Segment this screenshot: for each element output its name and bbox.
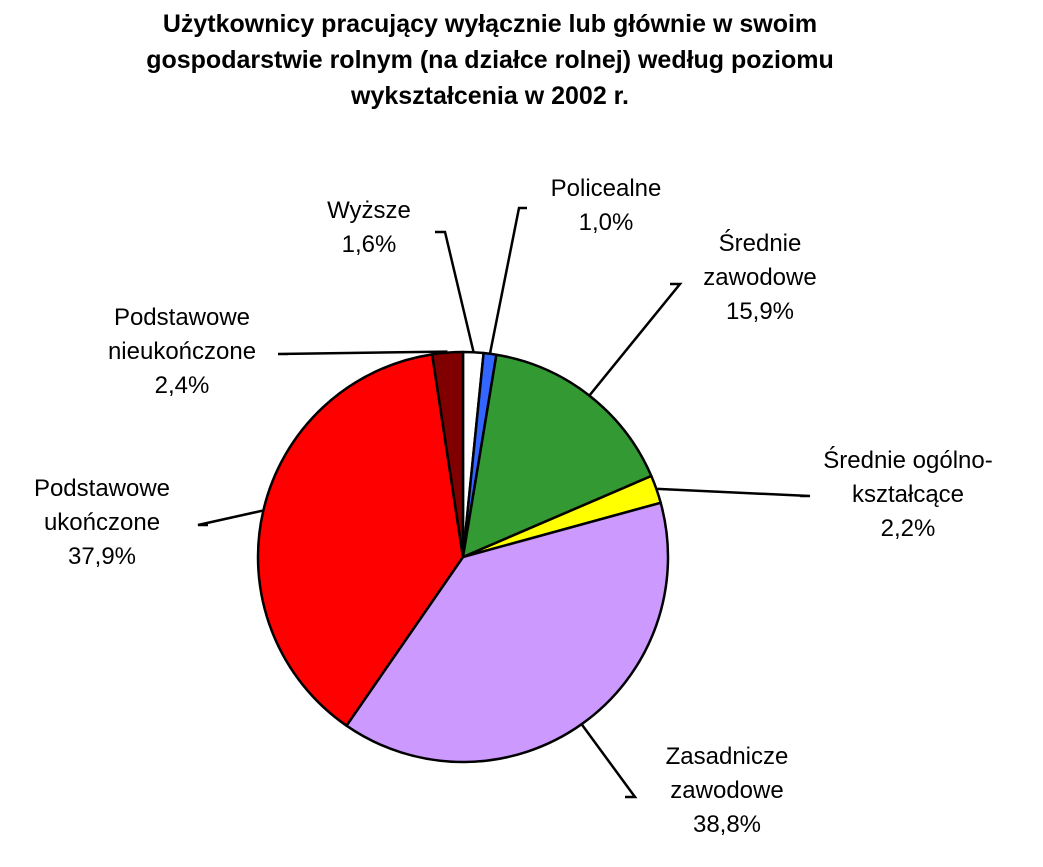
- category-label: kształcące: [852, 481, 964, 508]
- category-label: Policealne: [551, 175, 662, 202]
- leader-line-policealne: [488, 206, 527, 354]
- category-label: nieukończone: [108, 338, 256, 365]
- value-label: 38,8%: [693, 811, 761, 838]
- slice-label-policealne: Policealne 1,0%: [551, 175, 662, 236]
- value-label: 2,4%: [155, 372, 210, 399]
- category-label: zawodowe: [670, 777, 783, 804]
- slice-label-zasadnicze-zawodowe: Zasadnicze zawodowe 38,8%: [666, 743, 789, 838]
- leader-line-zasadnicze-zawodowe: [581, 724, 638, 799]
- category-label: Zasadnicze: [666, 743, 789, 770]
- pie-slice-podstawowe-nieukonczone: [430, 350, 465, 559]
- category-label: Wyższe: [327, 197, 411, 224]
- pie-slice-zasadnicze-zawodowe: [345, 501, 670, 764]
- leader-line-podstawowe-ukonczone: [197, 509, 263, 527]
- value-label: 1,0%: [579, 209, 634, 236]
- value-label: 15,9%: [726, 298, 794, 325]
- category-label: Podstawowe: [34, 475, 170, 502]
- slice-label-srednie-zawodowe: Średnie zawodowe 15,9%: [703, 229, 816, 325]
- category-label: zawodowe: [703, 264, 816, 291]
- category-label: ukończone: [44, 509, 160, 536]
- chart-title-line-3: wykształcenia w 2002 r.: [351, 82, 629, 110]
- slice-label-wyzsze: Wyższe 1,6%: [327, 197, 411, 258]
- slice-labels: Wyższe 1,6% Policealne 1,0% Średnie zawodowe 1…: [34, 175, 993, 838]
- category-label: Średnie: [719, 229, 802, 257]
- category-label: Podstawowe: [114, 304, 250, 331]
- leader-line-srednie-zawodowe: [589, 282, 683, 396]
- leader-line-podstawowe-nieukonczone: [277, 350, 448, 356]
- value-label: 2,2%: [881, 515, 936, 542]
- slice-label-srednie-ogolnoksztalcace: Średnie ogólno-kształcące 2,2%: [823, 446, 992, 542]
- chart-title-line-1: Użytkownicy pracujący wyłącznie lub głów…: [162, 10, 818, 38]
- slice-label-podstawowe-ukonczone: Podstawowe ukończone 37,9%: [34, 475, 170, 570]
- chart-title-line-2: gospodarstwie rolnym (na działce rolnej)…: [146, 46, 834, 74]
- slice-label-podstawowe-nieukonczone: Podstawowe nieukończone 2,4%: [108, 304, 256, 399]
- pie-slices: [256, 350, 670, 764]
- pie-slice-srednie-zawodowe: [461, 353, 653, 559]
- chart-title: Użytkownicy pracujący wyłącznie lub głów…: [40, 6, 940, 114]
- pie-slice-podstawowe-ukonczone: [256, 353, 465, 727]
- leader-lines: [197, 206, 811, 799]
- leader-line-wyzsze: [435, 230, 475, 352]
- leader-line-srednie-ogolnoksztalcace: [657, 487, 811, 498]
- category-label: Średnie ogólno-: [823, 446, 992, 474]
- value-label: 1,6%: [342, 231, 397, 258]
- value-label: 37,9%: [68, 543, 136, 570]
